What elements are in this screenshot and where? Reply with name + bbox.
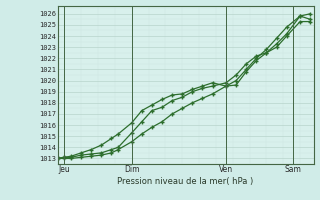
X-axis label: Pression niveau de la mer( hPa ): Pression niveau de la mer( hPa ): [117, 177, 254, 186]
